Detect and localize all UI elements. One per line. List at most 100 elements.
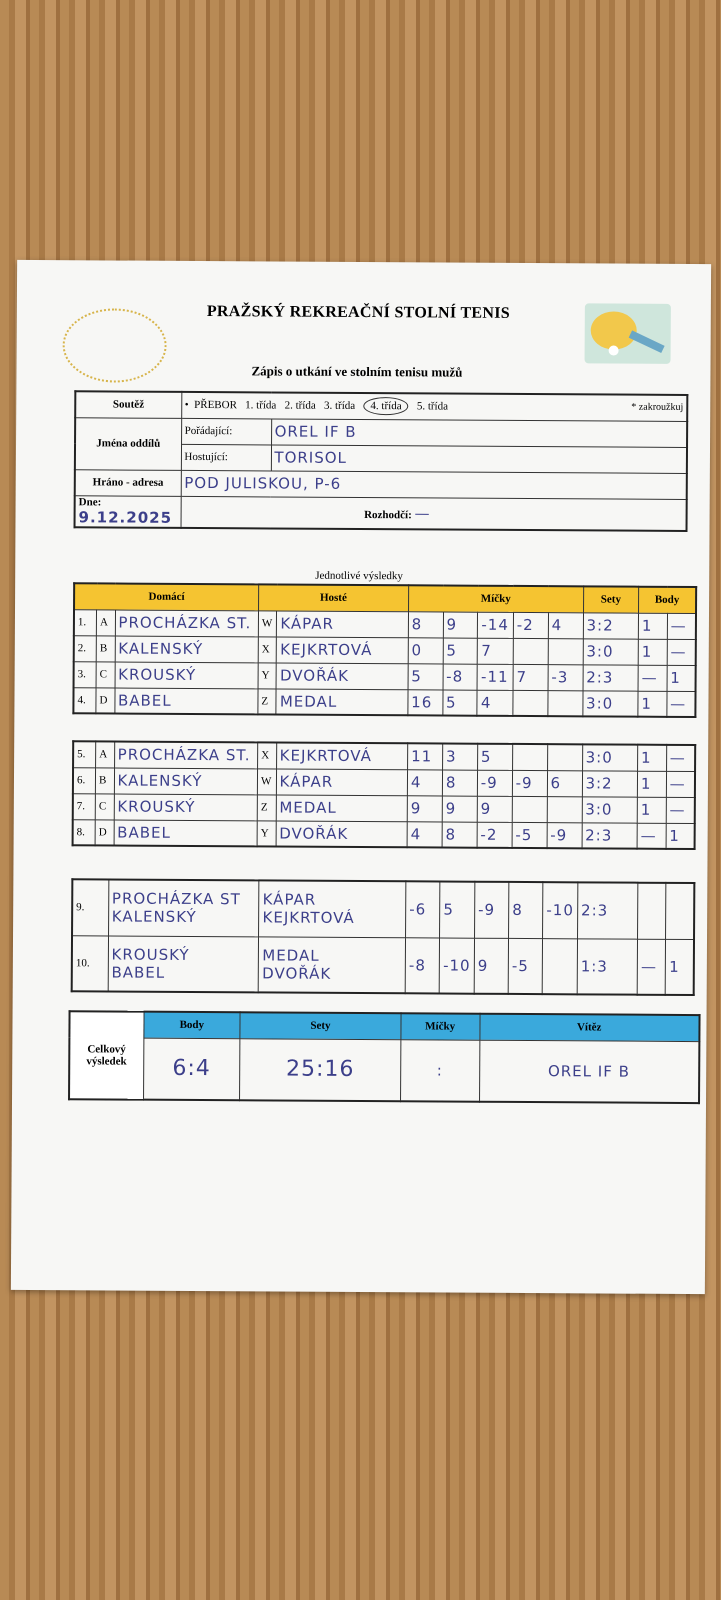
sheet-title: PRAŽSKÝ REKREAČNÍ STOLNÍ TENIS <box>206 303 511 322</box>
table-cell: 5. <box>73 741 96 768</box>
ball-score: 7 <box>477 637 514 664</box>
doubles-table: 9. PROCHÁZKA ST KALENSKÝ KÁPAR KEJKRTOVÁ -6 5-… <box>70 878 696 997</box>
total-label: Celkový výsledek <box>69 1011 144 1100</box>
home-player: PROCHÁZKA ST. <box>114 609 259 637</box>
poradajici-label: Pořádající: <box>181 417 272 445</box>
table-cell: 8. <box>72 819 96 846</box>
guest-point: — <box>666 744 696 772</box>
ball-score <box>511 795 547 823</box>
ball-score: -14 <box>477 611 514 638</box>
ball-score: -2 <box>476 821 512 848</box>
ball-score: 6 <box>546 770 583 797</box>
table-cell: Domácí <box>74 583 259 611</box>
guest-point: — <box>667 612 697 640</box>
ball-score: 9 <box>474 937 509 994</box>
home-player: KALENSKÝ <box>113 767 258 795</box>
table-cell: Vítěz <box>479 1013 700 1042</box>
guest-point: — <box>666 770 696 798</box>
ball-score: -8 <box>405 937 440 994</box>
home-pair: PROCHÁZKA ST KALENSKÝ <box>108 879 260 937</box>
ball-score: -10 <box>542 882 578 939</box>
sets-score: 3:0 <box>582 638 639 665</box>
guest-player: KEJKRTOVÁ <box>276 742 408 770</box>
ball-score: -9 <box>477 769 513 796</box>
match-row: 7. C KROUSKÝ Z MEDAL 9 9 9 3:0 1— <box>72 793 695 824</box>
ball-score: 3 <box>442 743 478 770</box>
table-cell: D <box>95 819 114 846</box>
guest-point: 1 <box>665 938 695 996</box>
sets-score: 3:0 <box>582 690 639 717</box>
table-cell: Sety <box>240 1012 401 1040</box>
home-player: KROUSKÝ <box>114 661 259 689</box>
guest-point: 1 <box>665 822 695 850</box>
score-sheet: PRAŽSKÝ REKREAČNÍ STOLNÍ TENIS Zápis o u… <box>10 259 712 1295</box>
home-point: 1 <box>637 770 667 797</box>
total-micky: : <box>400 1039 480 1102</box>
ball-score: 7 <box>512 663 548 691</box>
table-cell: B <box>95 767 115 794</box>
ball-score: 9 <box>442 795 478 822</box>
guest-player: KÁPAR <box>276 610 409 638</box>
ball-score: 9 <box>442 611 478 638</box>
ball-score: 5 <box>477 743 513 770</box>
class-options: • PŘEBOR 1. třída 2. třída 3. třída 4. t… <box>181 391 688 421</box>
home-point: 1 <box>637 796 667 823</box>
guest-player: MEDAL <box>276 688 408 716</box>
ball-score <box>547 638 583 665</box>
table-cell: C <box>95 793 114 820</box>
table-cell: Z <box>257 688 277 715</box>
sets-score: 2:3 <box>577 882 639 939</box>
club-logo <box>62 308 167 383</box>
table-cell: 1. <box>73 609 97 636</box>
table-cell: 3. <box>73 661 97 688</box>
ball-score <box>512 743 548 771</box>
ball-score: -10 <box>439 937 475 994</box>
table-cell: Z <box>257 794 276 821</box>
match-row: 2. B KALENSKÝ X KEJKRTOVÁ 0 5 7 3:0 1— <box>73 635 696 666</box>
table-cell: Y <box>257 820 276 847</box>
ball-score: 4 <box>407 821 443 848</box>
ball-score: 4 <box>548 612 584 639</box>
ball-score: 16 <box>407 689 443 716</box>
ball-score <box>513 637 549 665</box>
doubles-row: 10. KROUSKÝ BABEL MEDAL DVOŘÁK -8 -10 9 -5 1:3—1 <box>71 935 695 996</box>
ball-score <box>512 689 548 717</box>
home-point <box>637 882 667 939</box>
sets-score: 3:0 <box>581 796 638 823</box>
ball-score <box>546 796 582 823</box>
home-point: — <box>637 938 666 995</box>
results-caption: Jednotlivé výsledky <box>315 569 403 583</box>
home-player: PROCHÁZKA ST. <box>114 741 258 769</box>
table-cell: A <box>95 741 115 768</box>
ball-score: 4 <box>477 689 513 716</box>
home-player: KALENSKÝ <box>114 635 259 663</box>
singles-table-1: Domácí Hosté Míčky Sety Body 1. A PROCHÁZKA ST… <box>72 582 698 719</box>
match-row: 8. D BABEL Y DVOŘÁK 4 8 -2 -5 -9 2:3—1 <box>72 819 695 850</box>
table-cell: Y <box>258 662 277 689</box>
home-pair: KROUSKÝ BABEL <box>107 935 259 993</box>
guest-point <box>665 882 695 940</box>
soutez-label: Soutěž <box>75 391 182 418</box>
guest-point: — <box>666 690 696 718</box>
sets-score: 3:0 <box>582 744 638 771</box>
home-player: BABEL <box>113 819 258 847</box>
table-cell: 2. <box>73 635 97 662</box>
table-cell: Body <box>143 1011 241 1039</box>
sheet-subtitle: Zápis o utkání ve stolním tenisu mužů <box>251 363 463 380</box>
dne-row: Dne: 9.12.2025 <box>74 495 181 528</box>
hostujici-value: TORISOL <box>270 444 688 473</box>
sets-score: 2:3 <box>582 664 639 691</box>
guest-player: MEDAL <box>275 794 408 822</box>
table-cell: 7. <box>72 793 96 820</box>
ball-score: 5 <box>442 689 478 716</box>
table-cell: Hosté <box>258 584 409 612</box>
ball-score: 5 <box>439 881 475 938</box>
guest-player: KEJKRTOVÁ <box>276 636 409 664</box>
guest-pair: MEDAL DVOŘÁK <box>258 936 406 994</box>
table-cell: Míčky <box>408 585 584 613</box>
guest-point: 1 <box>666 664 696 692</box>
jmena-label: Jména oddílů <box>74 417 182 470</box>
table-cell: X <box>258 636 277 663</box>
ball-score: -8 <box>442 663 478 690</box>
match-row: 4. D BABEL Z MEDAL 16 5 4 3:0 1— <box>73 687 696 718</box>
